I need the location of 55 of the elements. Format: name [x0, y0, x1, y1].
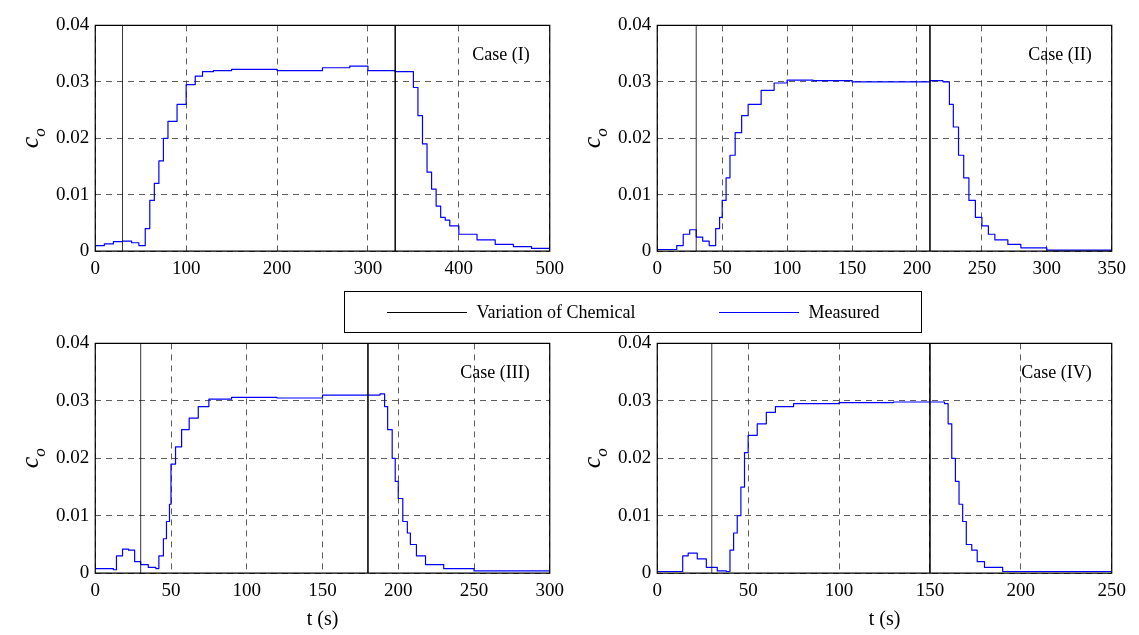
x-tick-label: 250	[1097, 578, 1126, 600]
y-axis-title: co	[15, 448, 49, 469]
y-tick-label: 0.01	[56, 503, 90, 525]
y-axis-title: co	[577, 128, 611, 149]
x-tick-label: 100	[824, 578, 854, 600]
x-tick-label: 50	[738, 578, 758, 600]
y-tick-label: 0.01	[618, 182, 652, 204]
y-tick-label: 0.04	[56, 331, 90, 353]
y-tick-label: 0.02	[618, 126, 652, 148]
y-tick-label: 0	[79, 561, 90, 583]
annotation: Case (I)	[472, 44, 530, 66]
x-tick-label: 100	[232, 578, 261, 600]
x-axis-title: t (s)	[306, 607, 339, 631]
x-tick-label: 150	[915, 578, 945, 600]
annotation: Case (II)	[1028, 44, 1092, 66]
y-tick-label: 0.03	[618, 388, 652, 410]
x-tick-label: 250	[967, 256, 997, 278]
y-tick-label: 0.01	[56, 182, 90, 204]
x-tick-label: 500	[535, 256, 564, 278]
y-tick-label: 0	[79, 239, 90, 261]
x-tick-label: 200	[902, 256, 932, 278]
x-tick-label: 300	[353, 256, 383, 278]
y-tick-label: 0.03	[56, 69, 90, 91]
y-tick-label: 0	[641, 239, 652, 261]
x-tick-label: 350	[1097, 256, 1126, 278]
y-tick-label: 0	[641, 561, 652, 583]
x-tick-label: 150	[308, 578, 337, 600]
x-tick-label: 300	[1032, 256, 1062, 278]
y-tick-label: 0.04	[618, 331, 652, 353]
annotation: Case (IV)	[1021, 362, 1092, 384]
x-tick-label: 100	[171, 256, 201, 278]
y-tick-label: 0.02	[618, 446, 652, 468]
y-tick-label: 0.03	[618, 69, 652, 91]
y-tick-label: 0.01	[618, 503, 652, 525]
x-axis-title: t (s)	[868, 607, 901, 631]
x-tick-label: 50	[712, 256, 732, 278]
y-tick-label: 0.04	[56, 13, 90, 35]
y-axis-title: co	[15, 128, 49, 149]
legend-label: Variation of Chemical	[476, 301, 636, 323]
x-tick-label: 50	[161, 578, 181, 600]
x-tick-label: 200	[262, 256, 292, 278]
y-tick-label: 0.02	[56, 126, 90, 148]
legend-label: Measured	[808, 301, 880, 323]
y-tick-label: 0.02	[56, 446, 90, 468]
y-tick-label: 0.04	[618, 13, 652, 35]
annotation: Case (III)	[460, 362, 530, 384]
x-tick-label: 150	[837, 256, 867, 278]
y-axis-title: co	[577, 448, 611, 469]
x-tick-label: 200	[1006, 578, 1036, 600]
x-tick-label: 300	[535, 578, 564, 600]
x-tick-label: 250	[459, 578, 489, 600]
x-tick-label: 400	[444, 256, 474, 278]
x-tick-label: 100	[772, 256, 802, 278]
y-tick-label: 0.03	[56, 388, 90, 410]
x-tick-label: 200	[384, 578, 413, 600]
